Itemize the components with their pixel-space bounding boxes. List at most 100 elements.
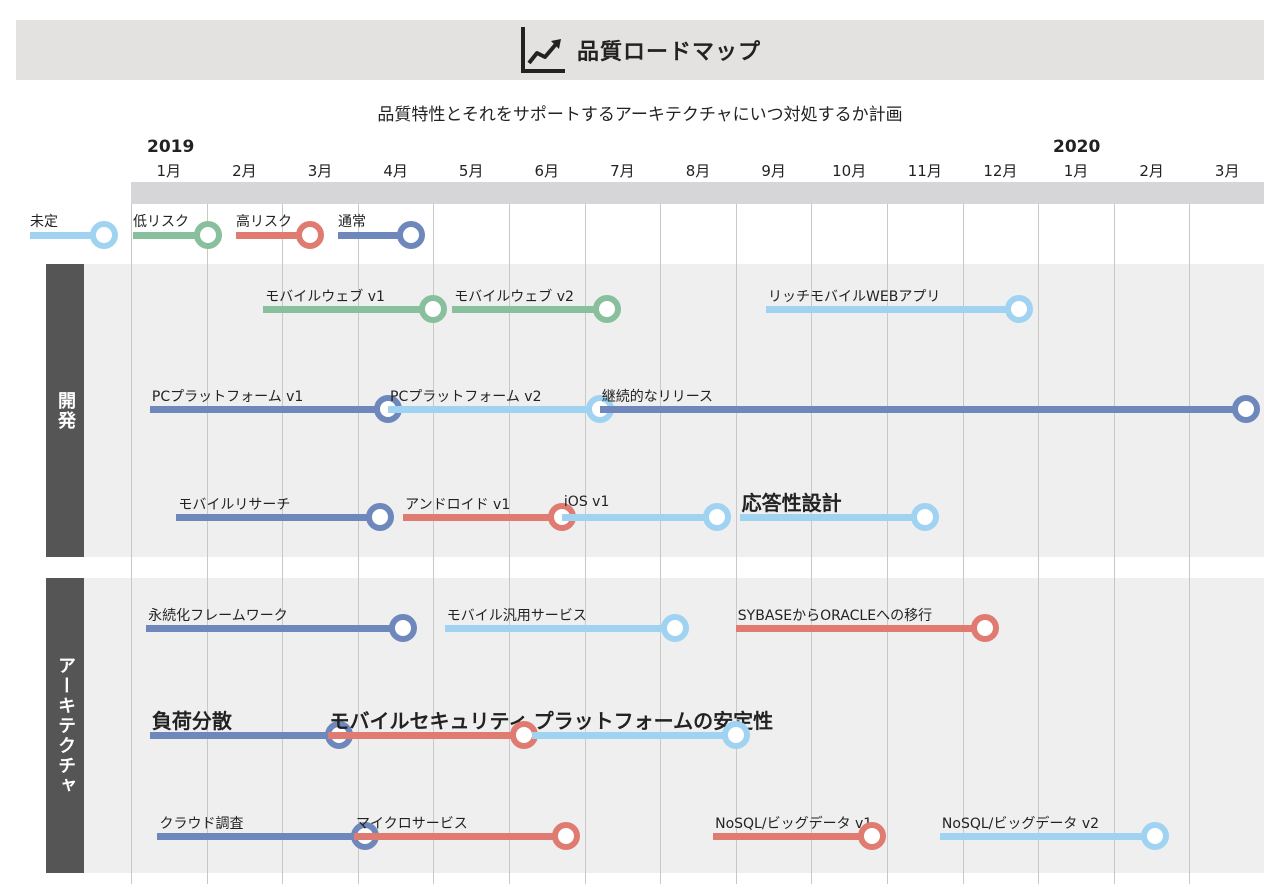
item-milestone-marker — [721, 721, 750, 749]
item-bar — [157, 833, 366, 840]
month-label: 6月 — [534, 162, 560, 180]
item-bar — [735, 625, 986, 632]
item-milestone-marker — [419, 295, 448, 323]
item-label: アンドロイド v1 — [405, 497, 511, 513]
item-bar — [149, 732, 339, 739]
grid-line — [584, 204, 586, 884]
title-group: 品質ロードマップ — [0, 20, 1280, 80]
legend-label: 高リスク — [236, 214, 292, 230]
grid-line — [1189, 204, 1191, 884]
item-label: 永続化フレームワーク — [148, 608, 288, 624]
grid-line — [887, 204, 888, 884]
item-bar — [327, 732, 525, 739]
item-label: 応答性設計 — [741, 491, 842, 515]
item-label: モバイル汎用サービス — [446, 608, 587, 624]
item-label: 継続的なリリース — [601, 389, 714, 405]
item-milestone-marker — [593, 295, 622, 323]
grid-line — [660, 204, 662, 884]
grid-line — [811, 204, 813, 884]
month-label: 7月 — [610, 162, 635, 180]
grid-line — [1113, 204, 1115, 884]
month-label: 1月 — [1063, 162, 1089, 180]
year-start-label: 2019 — [147, 137, 195, 157]
grid-line — [735, 204, 737, 884]
month-label: 2月 — [1139, 162, 1164, 180]
item-label: モバイルセキュリティ — [329, 709, 529, 733]
grid-line — [1038, 204, 1040, 884]
item-bar — [388, 406, 600, 413]
month-label: 11月 — [907, 162, 942, 180]
page-title: 品質ロードマップ — [576, 40, 761, 65]
item-label: モバイルリサーチ — [178, 497, 291, 513]
item-label: NoSQL/ビッグデータ v2 — [941, 816, 1100, 832]
month-label: 3月 — [307, 162, 333, 180]
item-milestone-marker — [389, 614, 418, 642]
grid-line — [206, 204, 208, 884]
item-label: リッチモバイルWEBアプリ — [768, 289, 941, 305]
year-end-label: 2020 — [1053, 137, 1101, 157]
item-label: PCプラットフォーム v1 — [151, 389, 304, 405]
month-label: 3月 — [1214, 162, 1240, 180]
legend-label: 通常 — [338, 214, 366, 230]
title-bar — [16, 20, 1264, 80]
grid-line — [357, 204, 359, 884]
item-bar — [599, 406, 1247, 413]
item-milestone-marker — [857, 822, 886, 850]
item-label: NoSQL/ビッグデータ v1 — [715, 816, 873, 832]
item-milestone-marker — [366, 503, 395, 531]
month-label: 1月 — [156, 162, 182, 180]
item-bar — [403, 514, 562, 521]
item-bar — [444, 625, 676, 632]
page-subtitle: 品質特性とそれをサポートするアーキテクチャにいつ対処するか計画 — [377, 105, 903, 125]
item-bar — [739, 514, 925, 521]
legend-marker — [397, 221, 425, 249]
item-bar — [263, 306, 434, 313]
item-label: マイクロサービス — [356, 816, 468, 832]
timeline-header-band — [131, 182, 1264, 204]
legend-bar — [30, 232, 104, 239]
item-bar — [531, 732, 736, 739]
item-milestone-marker — [1005, 295, 1034, 323]
item-milestone-marker — [971, 614, 1000, 642]
item-bar — [452, 306, 608, 313]
item-milestone-marker — [551, 822, 580, 850]
item-milestone-marker — [661, 614, 690, 642]
item-label: クラウド調査 — [159, 816, 244, 832]
item-bar — [146, 625, 404, 632]
month-label: 4月 — [383, 162, 408, 180]
legend-marker — [90, 221, 118, 249]
month-label: 10月 — [832, 162, 867, 180]
item-label: 負荷分散 — [151, 709, 232, 733]
legend-bar — [236, 232, 310, 239]
item-bar — [176, 514, 381, 521]
legend-marker — [194, 221, 222, 249]
item-label: PCプラットフォーム v2 — [390, 389, 542, 405]
grid-line — [433, 204, 435, 884]
item-bar — [149, 406, 389, 413]
legend-label: 未定 — [30, 214, 58, 230]
legend-bar — [133, 232, 207, 239]
item-bar — [713, 833, 872, 840]
month-label: 2月 — [232, 162, 257, 180]
item-milestone-marker — [1141, 822, 1170, 850]
month-label: 9月 — [761, 162, 786, 180]
grid-line — [509, 204, 510, 884]
month-label: 8月 — [685, 162, 711, 180]
item-label: モバイルウェブ v1 — [265, 289, 385, 305]
grid-line — [131, 204, 132, 884]
item-milestone-marker — [702, 503, 731, 531]
month-label: 5月 — [458, 162, 484, 180]
chart-trend-icon — [520, 27, 565, 73]
item-bar — [766, 306, 1020, 313]
item-milestone-marker — [1232, 395, 1261, 423]
item-bar — [354, 833, 566, 840]
section-label-architecture: アーキテクチャ — [46, 578, 84, 873]
legend-bar — [338, 232, 412, 239]
item-bar — [939, 833, 1156, 840]
section-label-development: 開発 — [46, 264, 84, 557]
item-label: モバイルウェブ v2 — [454, 289, 574, 305]
item-label: SYBASEからORACLEへの移行 — [737, 608, 933, 624]
grid-line — [282, 204, 284, 884]
month-label: 12月 — [983, 162, 1018, 180]
legend-marker — [296, 221, 324, 249]
